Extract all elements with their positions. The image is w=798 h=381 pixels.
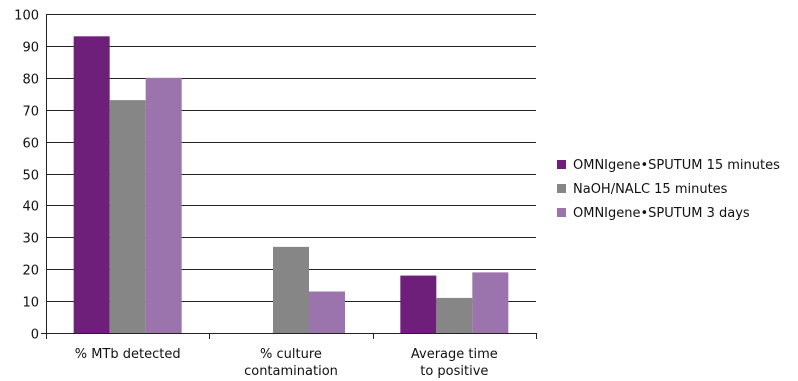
bar-series2-cat2 (472, 272, 509, 333)
bar-series1-cat1 (273, 246, 309, 333)
y-tick-label-30: 30 (22, 232, 39, 247)
y-tick-label-90: 90 (22, 41, 39, 56)
x-category-label-2: Average time to positive (411, 347, 498, 379)
y-tick-label-50: 50 (22, 169, 39, 184)
y-tick-label-100: 100 (14, 9, 39, 24)
legend-label-2: OMNIgene•SPUTUM 3 days (573, 206, 750, 221)
legend-swatch-0 (557, 160, 566, 169)
bar-series2-cat1 (309, 291, 345, 333)
x-category-labels: % MTb detected % culture contamination Aver… (75, 347, 498, 379)
bar-series1-cat0 (109, 100, 146, 333)
bar-series2-cat0 (145, 77, 182, 333)
y-tick-label-70: 70 (22, 105, 39, 120)
y-tick-label-0: 0 (31, 328, 39, 343)
bar-series0-cat0 (73, 36, 110, 334)
y-tick-label-10: 10 (22, 296, 39, 311)
legend-label-1: NaOH/NALC 15 minutes (573, 182, 728, 197)
y-tick-label-20: 20 (22, 264, 39, 279)
bar-series1-cat2 (436, 297, 473, 333)
legend-label-0: OMNIgene•SPUTUM 15 minutes (573, 158, 780, 173)
y-tick-label-60: 60 (22, 137, 39, 152)
legend: OMNIgene•SPUTUM 15 minutes NaOH/NALC 15 m… (557, 158, 780, 221)
bars (73, 36, 509, 334)
axes (41, 14, 537, 339)
x-category-label-0: % MTb detected (75, 347, 181, 362)
x-category-label-1: % culture contamination (244, 347, 338, 379)
y-tick-label-40: 40 (22, 200, 39, 215)
legend-swatch-1 (557, 184, 566, 193)
y-tick-labels: 0 10 20 30 40 50 60 70 80 90 100 (14, 9, 39, 343)
y-tick-label-80: 80 (22, 73, 39, 88)
legend-swatch-2 (557, 208, 566, 217)
bar-series0-cat2 (400, 275, 437, 333)
